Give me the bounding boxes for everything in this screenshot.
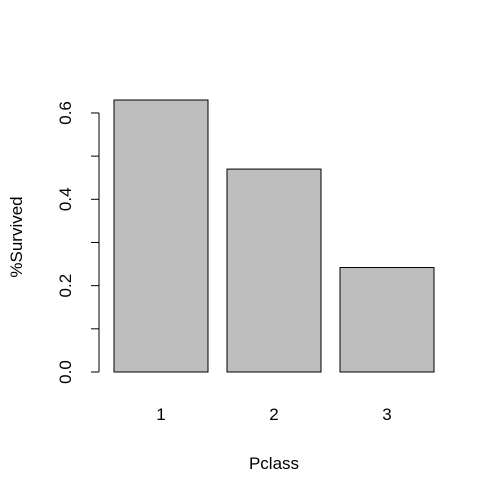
bar-3 — [339, 267, 435, 373]
x-tick-label-1: 1 — [156, 405, 165, 424]
y-tick-label: 0.2 — [56, 274, 75, 298]
x-tick-labels: 1 2 3 — [156, 405, 391, 424]
x-tick-label-2: 2 — [269, 405, 278, 424]
bar-1 — [113, 99, 209, 373]
bars-group — [113, 99, 435, 373]
x-axis-title: Pclass — [249, 454, 299, 473]
x-tick-label-3: 3 — [382, 405, 391, 424]
y-tick-label: 0.0 — [56, 360, 75, 384]
y-tick-label: 0.4 — [56, 187, 75, 211]
bar-2 — [226, 168, 322, 373]
y-tick-label: 0.6 — [56, 101, 75, 125]
y-axis: 0.0 0.2 0.4 0.6 — [56, 101, 100, 384]
y-axis-title: %Survived — [7, 196, 26, 277]
